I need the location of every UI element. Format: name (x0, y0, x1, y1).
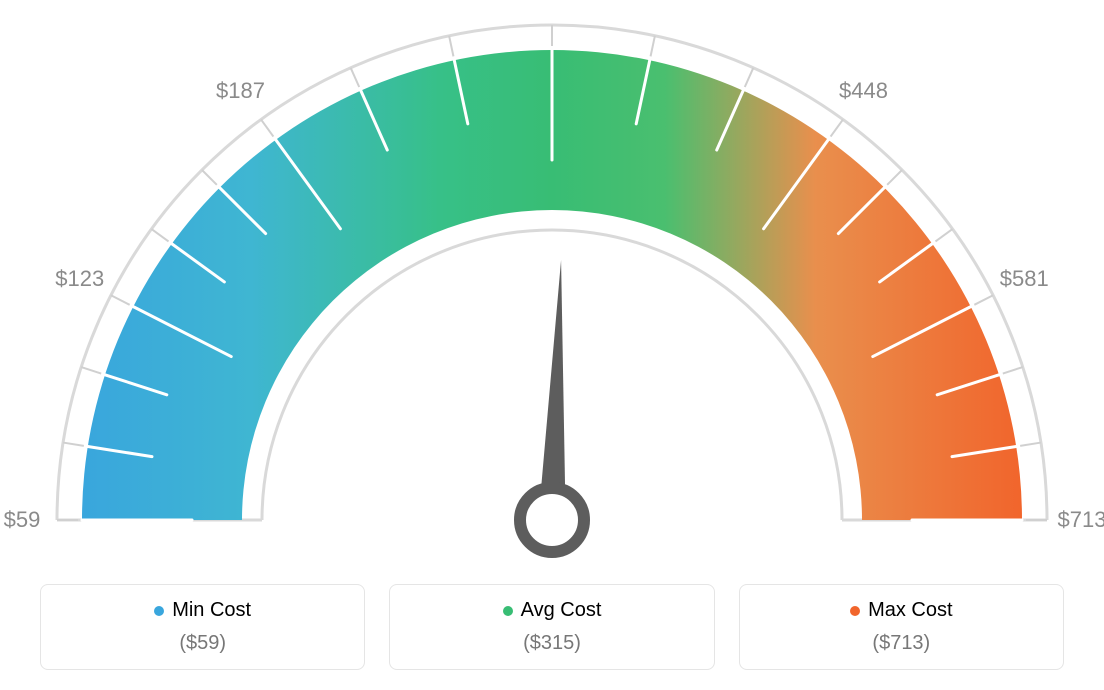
legend-label-min: Min Cost (172, 599, 251, 622)
gauge-area: $59 $123 $187 $315 $448 $581 $713 (0, 0, 1104, 560)
legend-dot-min (154, 606, 164, 616)
gauge-svg (0, 0, 1104, 560)
legend-title-min: Min Cost (154, 599, 251, 622)
legend-title-max: Max Cost (850, 599, 952, 622)
legend-label-max: Max Cost (868, 599, 952, 622)
legend-value-min: ($59) (51, 632, 354, 655)
legend-card-avg: Avg Cost ($315) (389, 584, 714, 670)
gauge-tick-label: $713 (1058, 507, 1104, 533)
legend-dot-avg (503, 606, 513, 616)
legend-row: Min Cost ($59) Avg Cost ($315) Max Cost … (40, 584, 1064, 670)
gauge-tick-label: $315 (528, 0, 577, 3)
legend-label-avg: Avg Cost (521, 599, 602, 622)
legend-value-avg: ($315) (400, 632, 703, 655)
gauge-tick-label: $448 (839, 78, 888, 104)
legend-value-max: ($713) (750, 632, 1053, 655)
gauge-tick-label: $123 (55, 266, 104, 292)
gauge-tick-label: $581 (1000, 266, 1049, 292)
legend-card-max: Max Cost ($713) (739, 584, 1064, 670)
cost-gauge-chart: $59 $123 $187 $315 $448 $581 $713 Min Cost ($5… (0, 0, 1104, 690)
legend-title-avg: Avg Cost (503, 599, 602, 622)
gauge-tick-label: $187 (216, 78, 265, 104)
legend-dot-max (850, 606, 860, 616)
gauge-tick-label: $59 (4, 507, 41, 533)
legend-card-min: Min Cost ($59) (40, 584, 365, 670)
